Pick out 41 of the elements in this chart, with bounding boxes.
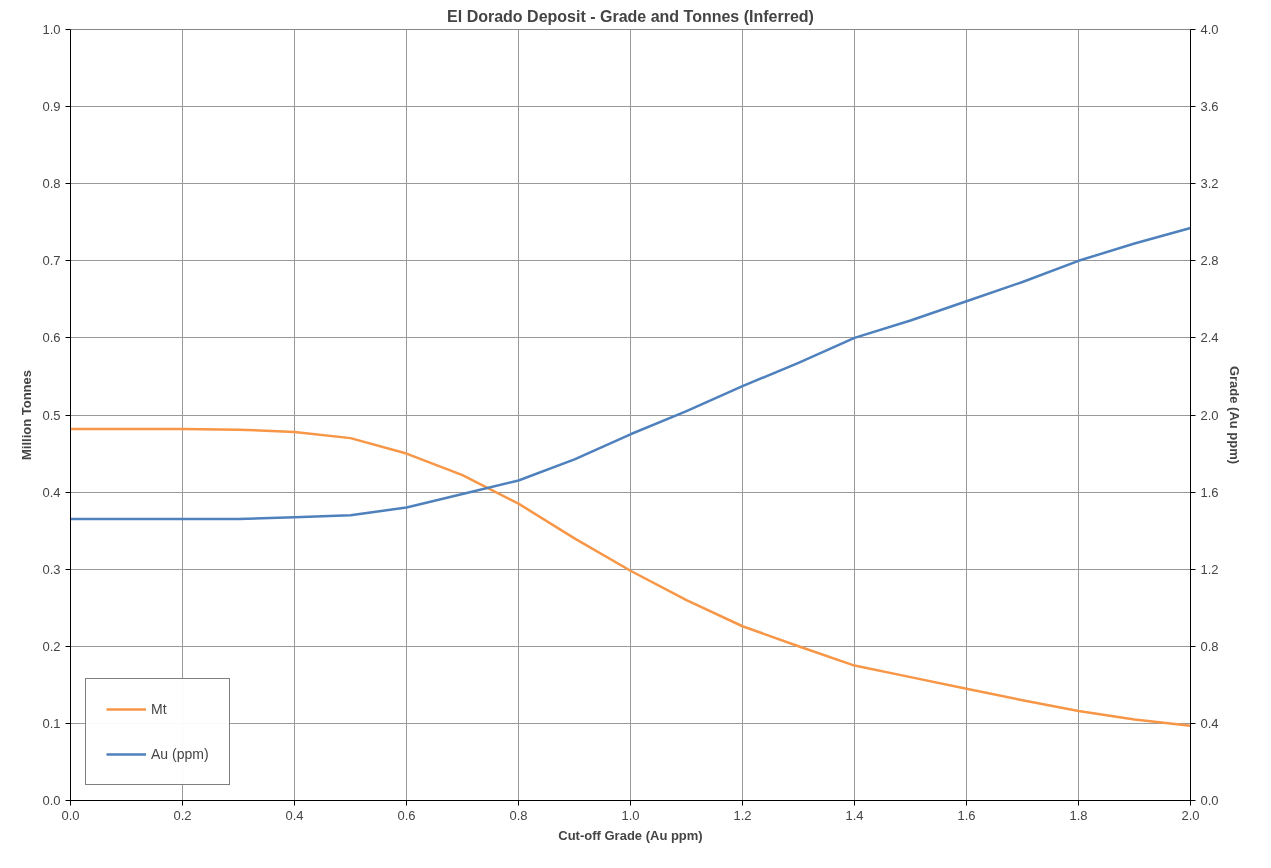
legend-label: Au (ppm) [151, 746, 209, 762]
x-tick-label: 1.0 [621, 807, 640, 823]
legend-label: Mt [151, 701, 168, 717]
y-tick-label: 0.7 [42, 253, 61, 269]
y2-tick-label: 1.6 [1200, 484, 1219, 500]
x-tick-label: 1.2 [733, 807, 752, 823]
x-tick-label: 1.6 [957, 807, 976, 823]
y-tick-label: 0.6 [42, 330, 61, 346]
y2-tick-label: 2.0 [1200, 407, 1219, 423]
y-tick-label: 0.0 [42, 793, 61, 808]
x-tick-label: 0.0 [61, 807, 80, 823]
x-tick-label: 0.2 [173, 807, 192, 823]
y2-tick-label: 0.0 [1200, 793, 1219, 808]
y2-tick-label: 2.8 [1200, 253, 1219, 269]
y2-tick-label: 0.4 [1200, 715, 1219, 731]
x-tick-label: 0.6 [397, 807, 416, 823]
y-tick-label: 0.1 [42, 715, 61, 731]
y-axis-title: Million Tonnes [19, 369, 35, 461]
y-tick-label: 0.8 [42, 176, 61, 192]
y2-tick-label: 2.4 [1200, 330, 1219, 346]
y-tick-label: 1.0 [42, 22, 61, 37]
y2-tick-label: 4.0 [1200, 22, 1219, 37]
line-series [70, 226, 1191, 521]
x-tick-label: 0.8 [509, 807, 528, 823]
y2-tick-label: 0.8 [1200, 638, 1219, 654]
x-axis-title: Cut-off Grade (Au ppm) [558, 827, 703, 843]
x-tick-label: 0.4 [285, 807, 304, 823]
line-series [70, 427, 1191, 727]
x-tick-label: 2.0 [1181, 807, 1200, 823]
y2-axis-title: Grade (Au ppm) [1226, 365, 1242, 465]
y-tick-label: 0.9 [42, 99, 61, 115]
y-tick-label: 0.3 [42, 561, 61, 577]
y-tick-label: 0.2 [42, 638, 61, 654]
x-tick-label: 1.4 [845, 807, 864, 823]
y-tick-label: 0.4 [42, 484, 61, 500]
x-tick-label: 1.8 [1069, 807, 1088, 823]
y2-tick-label: 3.2 [1200, 176, 1219, 192]
y2-tick-label: 1.2 [1200, 561, 1219, 577]
y2-tick-label: 3.6 [1200, 99, 1219, 115]
chart-title: El Dorado Deposit - Grade and Tonnes (Inferred) [447, 7, 814, 25]
y-tick-label: 0.5 [42, 407, 61, 423]
